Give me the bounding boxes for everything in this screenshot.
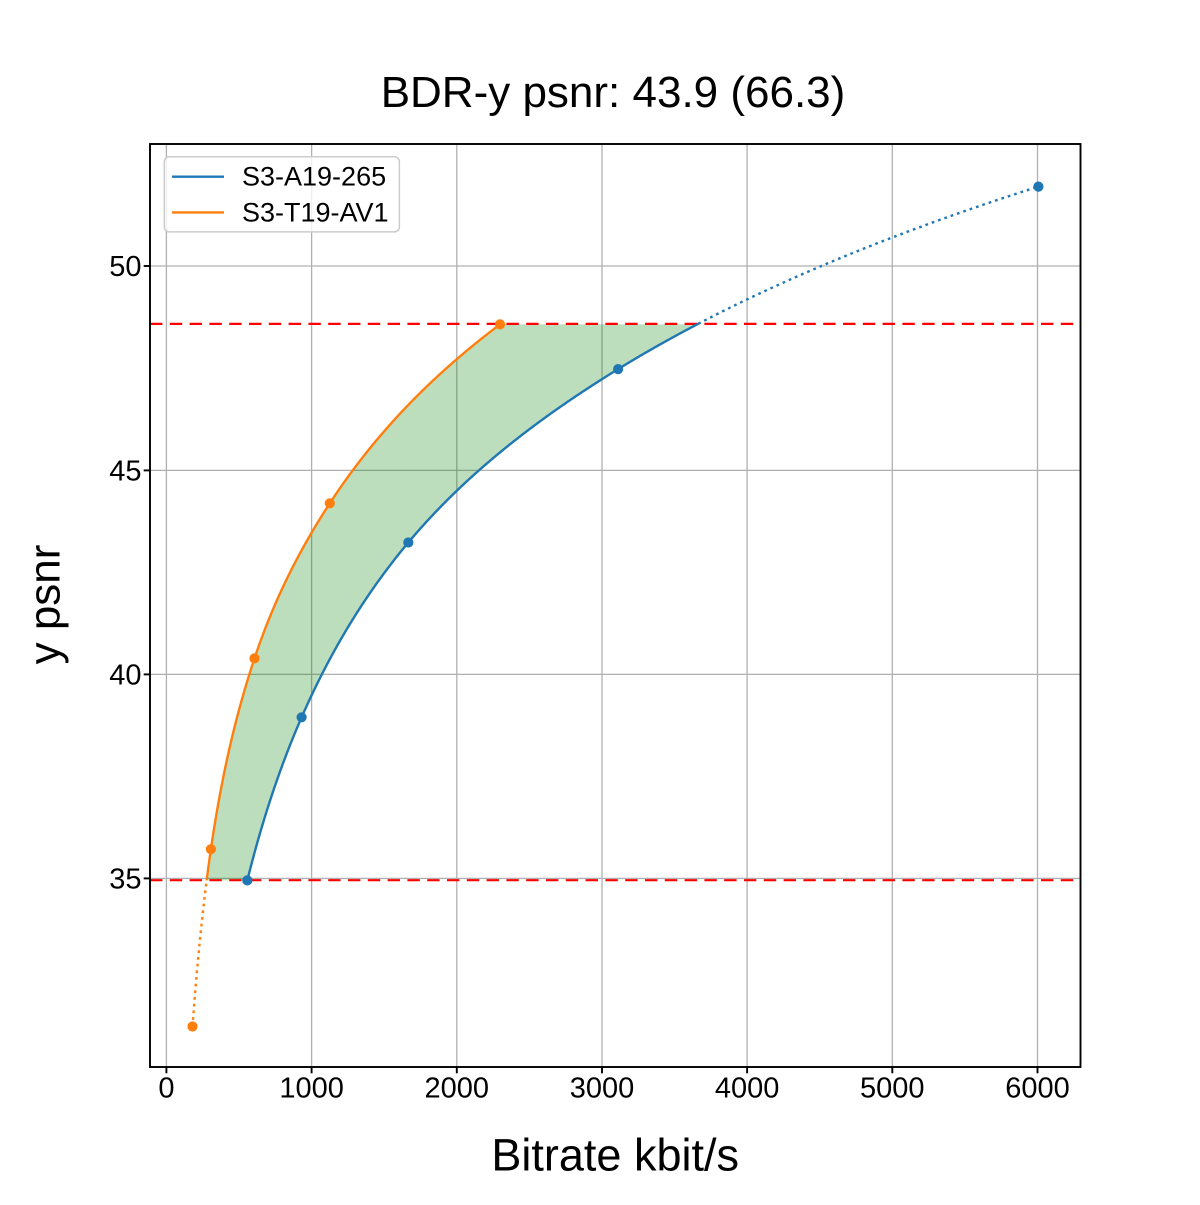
svg-text:S3-T19-AV1: S3-T19-AV1 bbox=[242, 197, 389, 227]
svg-text:40: 40 bbox=[109, 659, 141, 691]
svg-text:50: 50 bbox=[109, 251, 141, 283]
svg-text:5000: 5000 bbox=[860, 1073, 925, 1105]
svg-text:1000: 1000 bbox=[279, 1073, 344, 1105]
svg-text:2000: 2000 bbox=[425, 1073, 490, 1105]
svg-text:3000: 3000 bbox=[570, 1073, 635, 1105]
svg-text:BDR-y psnr: 43.9 (66.3): BDR-y psnr: 43.9 (66.3) bbox=[381, 68, 846, 117]
svg-text:y psnr: y psnr bbox=[21, 545, 70, 665]
svg-text:4000: 4000 bbox=[715, 1073, 780, 1105]
svg-text:45: 45 bbox=[109, 455, 141, 487]
svg-text:35: 35 bbox=[109, 863, 141, 895]
svg-text:6000: 6000 bbox=[1005, 1073, 1070, 1105]
svg-text:0: 0 bbox=[158, 1073, 174, 1105]
svg-text:Bitrate kbit/s: Bitrate kbit/s bbox=[491, 1130, 739, 1181]
svg-text:S3-A19-265: S3-A19-265 bbox=[242, 162, 386, 192]
